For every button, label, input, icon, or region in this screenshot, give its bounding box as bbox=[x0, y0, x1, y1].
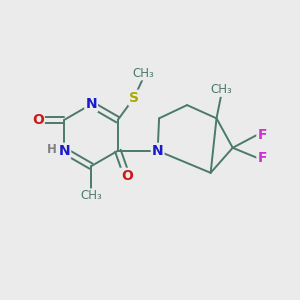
Text: N: N bbox=[58, 144, 70, 158]
Text: N: N bbox=[152, 144, 164, 158]
Text: N: N bbox=[85, 98, 97, 111]
Text: H: H bbox=[47, 143, 57, 156]
Text: F: F bbox=[257, 128, 267, 142]
Text: CH₃: CH₃ bbox=[210, 83, 232, 96]
Text: O: O bbox=[121, 169, 133, 183]
Text: F: F bbox=[257, 151, 267, 165]
Text: CH₃: CH₃ bbox=[80, 189, 102, 202]
Text: S: S bbox=[129, 91, 139, 105]
Text: CH₃: CH₃ bbox=[132, 67, 154, 80]
Text: O: O bbox=[32, 113, 44, 127]
